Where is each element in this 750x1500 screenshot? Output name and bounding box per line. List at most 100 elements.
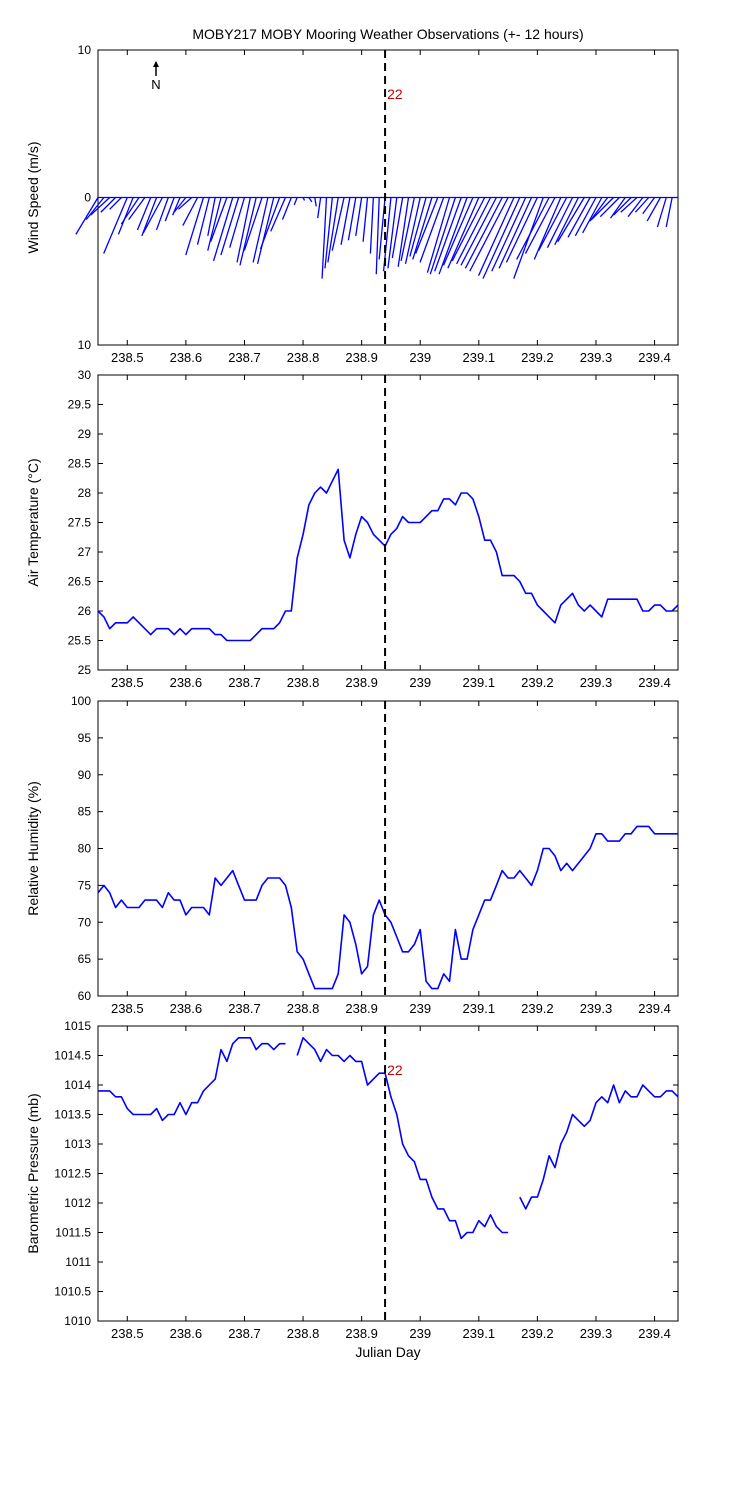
wind-vector xyxy=(220,197,240,256)
wind-vector xyxy=(75,197,99,235)
x-tick-label: 238.8 xyxy=(287,675,320,690)
y-tick-label: 65 xyxy=(78,952,92,966)
wind-vector xyxy=(574,197,597,237)
wind-vector xyxy=(482,197,521,279)
wind-vector xyxy=(355,197,363,236)
wind-vector xyxy=(185,197,205,256)
x-tick-label: 239.2 xyxy=(521,1326,554,1341)
x-tick-label: 239.1 xyxy=(463,350,496,365)
y-tick-label: 25 xyxy=(78,663,92,677)
x-tick-label: 238.6 xyxy=(170,1326,203,1341)
wind-vector xyxy=(196,197,210,245)
wind-vector xyxy=(243,197,263,251)
wind-vector xyxy=(442,197,474,266)
wind-vector xyxy=(100,197,117,213)
x-tick-label: 239 xyxy=(409,675,431,690)
y-tick-label: 28.5 xyxy=(68,457,92,471)
wind-vector xyxy=(391,197,404,259)
wind-vector xyxy=(173,197,187,213)
x-tick-label: 239.1 xyxy=(463,1326,496,1341)
wind-vector xyxy=(387,197,398,269)
wind-vector xyxy=(109,197,122,210)
y-tick-label: 60 xyxy=(78,989,92,1003)
x-tick-label: 238.6 xyxy=(170,675,203,690)
wind-vector xyxy=(155,197,169,231)
wind-vector xyxy=(210,197,228,242)
y-tick-label: 28 xyxy=(78,486,92,500)
x-tick-label: 238.5 xyxy=(111,1001,144,1016)
wind-vector xyxy=(141,197,158,237)
wind-vector xyxy=(281,197,292,220)
wind-vector xyxy=(409,197,427,257)
wind-vector xyxy=(634,197,650,213)
wind-vector xyxy=(397,197,410,267)
wind-vector xyxy=(207,197,216,236)
y-axis-label: Relative Humidity (%) xyxy=(25,781,41,916)
wind-vector xyxy=(331,197,345,251)
y-tick-label: 75 xyxy=(78,878,92,892)
x-tick-label: 239 xyxy=(409,1001,431,1016)
wind-vector xyxy=(236,197,251,263)
x-tick-label: 239.3 xyxy=(580,1326,613,1341)
wind-vector xyxy=(103,197,128,254)
wind-vector xyxy=(516,197,550,260)
x-tick-label: 238.5 xyxy=(111,675,144,690)
wind-vector xyxy=(646,197,661,222)
wind-vector xyxy=(308,197,313,203)
wind-vector xyxy=(567,197,591,238)
x-tick-label: 239.4 xyxy=(638,1001,671,1016)
wind-vector xyxy=(589,197,609,222)
wind-vector xyxy=(434,197,462,272)
x-axis-label: Julian Day xyxy=(355,1344,420,1360)
wind-vector xyxy=(90,197,111,216)
y-tick-label: 30 xyxy=(78,368,92,382)
wind-vector xyxy=(347,197,357,241)
wind-vector xyxy=(182,197,199,226)
wind-vector xyxy=(533,197,562,260)
wind-vector xyxy=(456,197,492,265)
wind-vector xyxy=(375,197,380,275)
x-tick-label: 239.3 xyxy=(580,1001,613,1016)
wind-vector xyxy=(665,197,673,228)
wind-vector xyxy=(498,197,533,269)
wind-vector xyxy=(538,197,568,251)
y-tick-label: 1014 xyxy=(64,1078,91,1092)
wind-vector xyxy=(627,197,644,218)
wind-vector xyxy=(212,197,234,262)
y-tick-label: 1013 xyxy=(64,1137,91,1151)
wind-vector xyxy=(451,197,486,262)
y-tick-label: 1013.5 xyxy=(54,1108,91,1122)
wind-vector xyxy=(164,197,175,222)
x-tick-label: 238.9 xyxy=(345,675,378,690)
wind-vector xyxy=(128,197,146,221)
y-tick-label: 100 xyxy=(71,694,91,708)
wind-vector xyxy=(609,197,626,219)
wind-vector xyxy=(426,197,451,273)
wind-vector xyxy=(524,197,556,254)
x-tick-label: 239.2 xyxy=(521,1001,554,1016)
wind-vector xyxy=(404,197,421,265)
x-tick-label: 238.6 xyxy=(170,350,203,365)
y-tick-label: 26.5 xyxy=(68,575,92,589)
x-tick-label: 239.4 xyxy=(638,675,671,690)
wind-vector xyxy=(252,197,269,263)
y-axis-label: Barometric Pressure (mb) xyxy=(25,1093,41,1253)
y-tick-label: 27 xyxy=(78,545,92,559)
north-arrow-head-icon xyxy=(153,61,159,67)
wind-vector xyxy=(321,197,328,279)
wind-vector xyxy=(620,197,638,213)
y-axis-label: Wind Speed (m/s) xyxy=(25,141,41,253)
x-tick-label: 238.7 xyxy=(228,350,261,365)
x-tick-label: 239.4 xyxy=(638,1326,671,1341)
wind-vector xyxy=(469,197,509,272)
wind-vector xyxy=(419,197,445,263)
x-tick-label: 238.6 xyxy=(170,1001,203,1016)
y-tick-label: 90 xyxy=(78,768,92,782)
y-tick-label: 25.5 xyxy=(68,634,92,648)
y-tick-label: 0 xyxy=(84,191,91,205)
y-tick-label: 26 xyxy=(78,604,92,618)
y-tick-label: 10 xyxy=(78,43,92,57)
wind-vector xyxy=(557,197,585,243)
x-tick-label: 239.1 xyxy=(463,1001,496,1016)
wind-vector xyxy=(293,197,298,206)
